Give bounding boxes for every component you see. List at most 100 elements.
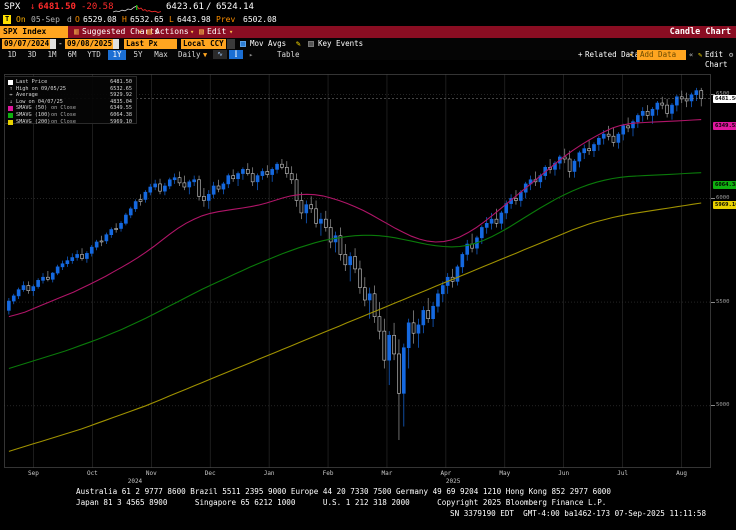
collapse-icon[interactable]: « — [689, 51, 694, 59]
more-chart-types-chevron-icon[interactable]: ▸ — [249, 51, 254, 59]
actions-chevron-down-icon[interactable]: ▾ — [190, 28, 195, 36]
candle-body — [119, 223, 123, 229]
ma-line — [8, 119, 702, 318]
y-axis-tick-mark — [711, 94, 715, 96]
frequency-code: d — [67, 15, 72, 24]
y-axis-tick-label: 5500 — [716, 298, 730, 305]
candle-body — [675, 96, 679, 106]
edit-chart-pencil-icon[interactable]: ✎ — [698, 51, 703, 59]
ticker-symbol[interactable]: SPX — [4, 2, 21, 12]
period-button-ytd[interactable]: YTD — [87, 50, 101, 59]
mov-avgs-pencil-icon[interactable]: ✎ — [296, 39, 301, 48]
period-button-max[interactable]: Max — [154, 50, 168, 59]
candle-body — [689, 94, 694, 102]
date-to-input[interactable]: 09/08/2025 — [65, 39, 113, 49]
ma-line — [8, 172, 702, 370]
legend-series-name: Last Price — [16, 79, 48, 85]
toolbar-row-filters: 09/07/2024 - 09/08/2025 Last Px Local CC… — [0, 38, 736, 49]
related-data-button[interactable]: Related Data — [585, 50, 640, 59]
suggested-charts-icon: ▥ — [74, 27, 79, 36]
x-axis-tick-label: Feb — [322, 470, 334, 477]
chart-type-label: Candle Chart — [669, 27, 731, 37]
candle-body — [567, 158, 572, 172]
candle-body — [426, 310, 431, 319]
smavg100-tag: 6064.38 — [713, 181, 736, 190]
tick-mode-button[interactable]: T — [3, 15, 12, 24]
edit-chart-button[interactable]: Edit Chart — [705, 50, 728, 69]
candle-body — [367, 293, 372, 301]
x-axis-tick-label: Apr — [440, 470, 452, 477]
add-data-input[interactable]: Add Data — [637, 50, 686, 60]
candle-body — [402, 347, 406, 394]
candle-body — [626, 125, 630, 129]
smavg50-tag: 6349.55 — [713, 121, 736, 130]
edit-chevron-down-icon[interactable]: ▾ — [229, 28, 234, 36]
candle-body — [202, 196, 206, 201]
candle-body — [665, 104, 669, 114]
period-button-6m[interactable]: 6M — [67, 50, 77, 59]
period-button-1m[interactable]: 1M — [47, 50, 57, 59]
edit-menu[interactable]: Edit — [207, 27, 227, 36]
candle-body — [411, 322, 416, 334]
last-price-tag: 6481.50 — [713, 94, 736, 103]
currency-select[interactable]: Local CCY — [181, 39, 226, 49]
period-button-5y[interactable]: 5Y — [133, 50, 143, 59]
candle-body — [416, 324, 421, 334]
candle-body — [31, 286, 36, 291]
candle-body — [294, 179, 299, 201]
candle-body — [216, 185, 221, 190]
period-button-3d[interactable]: 3D — [27, 50, 37, 59]
candle-body — [397, 353, 401, 394]
candle-body — [406, 322, 411, 349]
gear-icon[interactable]: ⚙ — [729, 51, 734, 59]
y-axis-tick-mark — [711, 197, 715, 199]
security-field[interactable]: SPX Index — [0, 26, 68, 38]
table-button[interactable]: Table — [277, 50, 300, 59]
candle-body — [231, 175, 235, 180]
date-to-calendar-icon[interactable] — [113, 39, 119, 49]
footer-line-2: Japan 81 3 4565 8900 Singapore 65 6212 1… — [76, 498, 607, 507]
price-chart[interactable]: Last Price 6481.50 ↑ High on 09/05/25 6532.6… — [0, 70, 736, 485]
candle-body — [255, 175, 260, 183]
candle-body — [99, 240, 104, 243]
candle-body — [138, 199, 143, 202]
legend-series-sub: on Close — [51, 105, 76, 112]
actions-menu[interactable]: Actions — [155, 27, 189, 36]
candle-body — [363, 287, 367, 301]
mov-avgs-checkbox[interactable] — [240, 41, 246, 47]
date-range-dash: - — [58, 39, 63, 48]
chart-plot-area[interactable] — [4, 74, 711, 468]
low-label: L — [169, 15, 174, 24]
related-data-plus-icon[interactable]: + — [578, 50, 583, 59]
candle-body — [16, 289, 21, 297]
candle-body — [421, 310, 426, 326]
quote-date: 05-Sep — [31, 15, 60, 24]
frequency-select[interactable]: Daily — [178, 50, 201, 59]
candle-body — [480, 227, 484, 239]
toolbar-row-periods: 1D 3D 1M 6M YTD 1Y 5Y Max Daily ▼ ∿ ⫿ ▸ … — [0, 49, 736, 69]
candle-body — [309, 204, 313, 210]
candle-body — [304, 204, 309, 214]
date-from-input[interactable]: 09/07/2024 — [2, 39, 50, 49]
bar-chart-toggle-icon[interactable]: ⫿ — [229, 50, 243, 59]
direction-arrow-icon: ↓ — [30, 2, 36, 12]
candle-body — [55, 266, 60, 274]
period-button-1d[interactable]: 1D — [7, 50, 17, 59]
price-type-select[interactable]: Last Px — [124, 39, 177, 49]
date-from-calendar-icon[interactable] — [50, 39, 56, 49]
candle-body — [158, 183, 162, 192]
legend-color-swatch — [8, 106, 13, 112]
key-events-checkbox[interactable] — [308, 41, 314, 47]
y-axis-tick-label: 6500 — [716, 91, 730, 98]
candle-body — [104, 234, 109, 242]
mov-avgs-label: Mov Avgs — [250, 39, 287, 48]
line-chart-toggle-icon[interactable]: ∿ — [213, 50, 227, 59]
suggested-charts-chevron-down-icon[interactable]: ▾ — [138, 28, 143, 36]
legend-row: SMAVG (200) on Close 5969.10 — [7, 119, 134, 126]
suggested-charts-menu[interactable]: Suggested Charts — [82, 27, 160, 36]
currency-chevron-down-icon[interactable] — [227, 39, 235, 49]
period-button-1y[interactable]: 1Y — [108, 50, 126, 60]
related-data-chevron-down-icon[interactable]: ▾ — [629, 51, 634, 59]
candle-body — [694, 90, 699, 96]
frequency-chevron-down-icon[interactable]: ▼ — [203, 51, 208, 59]
